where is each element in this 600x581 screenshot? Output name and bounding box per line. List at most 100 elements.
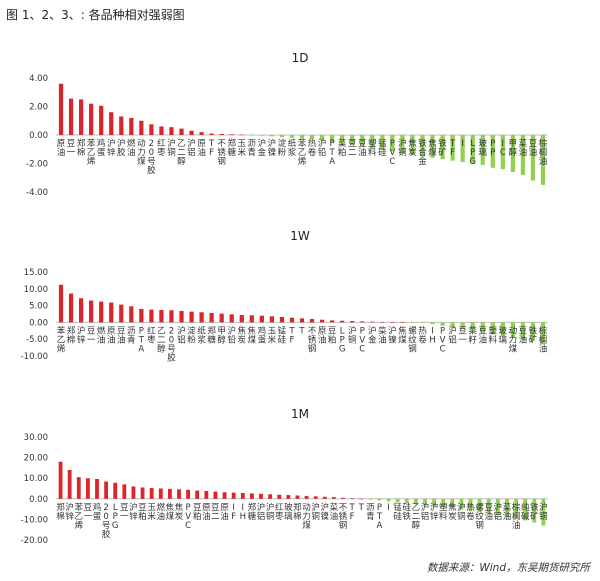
bar	[268, 494, 273, 499]
bar	[495, 498, 500, 516]
bar	[350, 498, 355, 499]
y-tick-label: -4.00	[26, 188, 48, 198]
category-label-char: 煤	[248, 334, 257, 345]
category-label-char: 鸡	[97, 138, 106, 149]
category-label-char: I	[232, 503, 235, 513]
category-label-char: 沪	[129, 502, 138, 513]
bar	[259, 493, 263, 499]
bar	[58, 83, 64, 135]
category-label-char: 榈	[539, 147, 548, 158]
category-label-char: 焦	[408, 138, 417, 149]
bar	[470, 322, 475, 331]
bar	[450, 498, 455, 509]
category-label-char: 沪	[321, 502, 330, 513]
bar	[249, 493, 254, 499]
category-label-char: 焦	[398, 325, 407, 336]
bar	[104, 481, 109, 499]
category-label-char: 煤	[302, 520, 311, 531]
category-label-char: 炭	[175, 512, 184, 522]
category-label-char: 青	[127, 334, 136, 345]
bar	[490, 135, 495, 168]
category-label-char: 二	[211, 512, 220, 522]
category-label-char: 苯	[298, 138, 307, 149]
bar	[199, 312, 204, 323]
bar	[204, 490, 209, 499]
category-label-char: 郑	[293, 502, 302, 513]
category-label-char: V	[359, 335, 365, 345]
bar	[400, 322, 405, 323]
category-label-char: 枣	[275, 511, 284, 522]
category-label-char: 塑	[368, 139, 377, 149]
category-label-char: 糖	[207, 334, 216, 345]
category-label-char: 铁	[418, 138, 427, 149]
chart-title: 1M	[291, 407, 309, 421]
bar	[500, 322, 505, 336]
category-label-char: 鸡	[258, 325, 267, 336]
bar	[319, 135, 325, 141]
category-label-char: 油	[485, 511, 494, 522]
bar	[68, 98, 74, 135]
bar	[541, 498, 546, 526]
bar	[169, 310, 174, 323]
bar	[131, 486, 136, 499]
category-label-char: 沪	[227, 325, 236, 336]
category-label-char: 力	[509, 334, 518, 345]
category-label-char: 硅	[403, 502, 412, 513]
bar	[139, 308, 144, 323]
bar	[68, 293, 74, 323]
category-label-char: P	[330, 139, 335, 149]
bar	[460, 322, 465, 330]
category-label-char: 玻	[478, 138, 487, 149]
category-label-char: 煤	[137, 156, 146, 167]
category-label-char: 沪	[398, 138, 407, 149]
category-label-char: 塑	[489, 326, 498, 336]
bar	[199, 132, 204, 135]
category-label-char: 焦	[238, 325, 247, 336]
category-label-char: 红	[147, 325, 156, 336]
bar	[149, 124, 154, 135]
category-label-char: 一	[87, 335, 96, 345]
category-label-char: 粕	[193, 511, 202, 522]
bar	[99, 105, 104, 135]
category-label-char: 卷	[466, 511, 475, 522]
category-label-char: 郑	[67, 325, 76, 336]
category-label-char: 料	[439, 511, 448, 522]
y-tick-label: -10.00	[21, 515, 48, 525]
category-label-char: 锌	[129, 511, 138, 522]
category-label-char: 铜	[311, 511, 320, 522]
category-label-char: 胶	[102, 529, 111, 540]
category-label-char: 油	[378, 334, 387, 345]
category-label-char: 沪	[494, 502, 503, 513]
category-label-char: 纹	[475, 511, 484, 522]
category-label-char: 乙	[177, 139, 186, 149]
category-label-char: 菜	[338, 138, 347, 149]
category-label-char: F	[350, 512, 355, 522]
category-label-char: 焦	[448, 502, 457, 513]
category-label-char: 烯	[87, 156, 96, 167]
category-label-char: 金	[258, 147, 267, 158]
category-label-char: 米	[268, 334, 277, 345]
category-label-char: 沪	[421, 502, 430, 513]
category-label-char: H	[429, 335, 435, 345]
bar	[222, 492, 227, 499]
category-label-char: 纸	[197, 325, 206, 336]
bar	[368, 498, 373, 500]
category-label-char: 煤	[398, 334, 407, 345]
category-label-char: 不	[339, 503, 348, 513]
category-label-char: 二	[177, 148, 186, 158]
bar	[350, 135, 355, 145]
bar	[350, 321, 355, 323]
category-label-char: 蛋	[97, 148, 106, 158]
category-label-char: 棕	[539, 138, 548, 149]
category-label-char: P	[360, 326, 365, 336]
category-label-char: 油	[512, 520, 521, 531]
bar	[340, 320, 345, 323]
bar	[159, 309, 164, 323]
bar	[420, 322, 425, 324]
category-label-char: 一	[458, 335, 467, 345]
category-label-char: 籽	[468, 334, 477, 345]
category-label-char: T	[208, 139, 215, 149]
category-label-char: 沪	[77, 325, 86, 336]
category-label-char: P	[113, 512, 118, 522]
bar	[530, 135, 536, 181]
